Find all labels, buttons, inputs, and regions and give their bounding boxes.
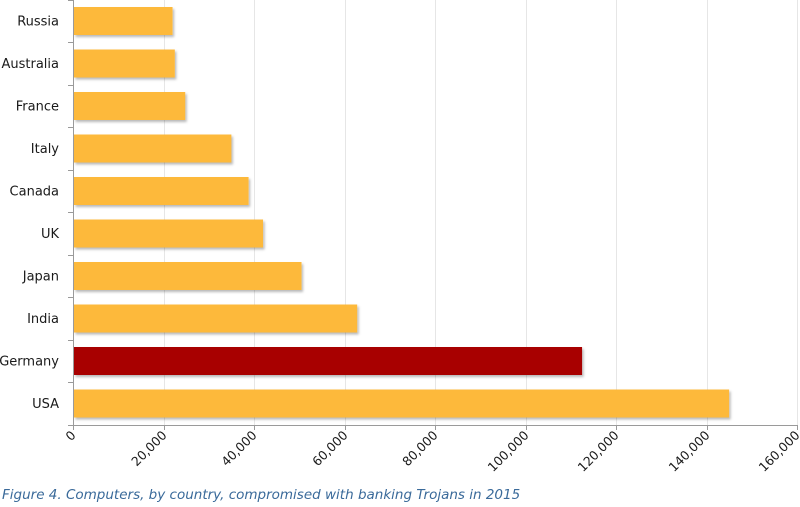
bar-usa (74, 389, 730, 418)
x-tick-labels: 0 20,000 40,000 60,000 80,000 100,000 120,000 1… (62, 427, 800, 474)
bar-canada (74, 177, 249, 205)
category-label: Russia (17, 15, 59, 30)
x-tick-label: 0 (62, 427, 78, 443)
category-label: Canada (10, 185, 59, 200)
category-label: India (27, 312, 59, 327)
bar-japan (74, 262, 302, 290)
x-tick-label: 100,000 (484, 427, 531, 474)
x-tick-label: 40,000 (218, 427, 260, 469)
axes (68, 0, 798, 430)
category-label: Italy (31, 142, 60, 157)
category-labels: Russia Australia France Italy Canada UK Japan I… (0, 15, 59, 413)
x-tick-label: 140,000 (665, 427, 712, 474)
category-label: Germany (0, 355, 59, 370)
category-label: France (16, 100, 59, 115)
category-label: Australia (1, 57, 59, 72)
x-tick-label: 160,000 (755, 427, 800, 474)
bars (74, 7, 730, 418)
figure-caption: Figure 4. Computers, by country, comprom… (2, 487, 521, 503)
category-label: USA (32, 397, 59, 412)
bar-france (74, 92, 186, 120)
category-label: UK (41, 227, 60, 242)
x-tick-label: 20,000 (128, 427, 170, 469)
x-tick-label: 80,000 (399, 427, 441, 469)
bar-australia (74, 49, 175, 78)
bar-india (74, 304, 358, 333)
bar-russia (74, 7, 173, 35)
bar-italy (74, 134, 232, 163)
bar-germany (74, 347, 583, 375)
x-tick-label: 120,000 (574, 427, 621, 474)
category-label: Japan (22, 270, 59, 285)
grid-lines (164, 0, 798, 425)
x-tick-label: 60,000 (309, 427, 351, 469)
bar-uk (74, 219, 264, 248)
